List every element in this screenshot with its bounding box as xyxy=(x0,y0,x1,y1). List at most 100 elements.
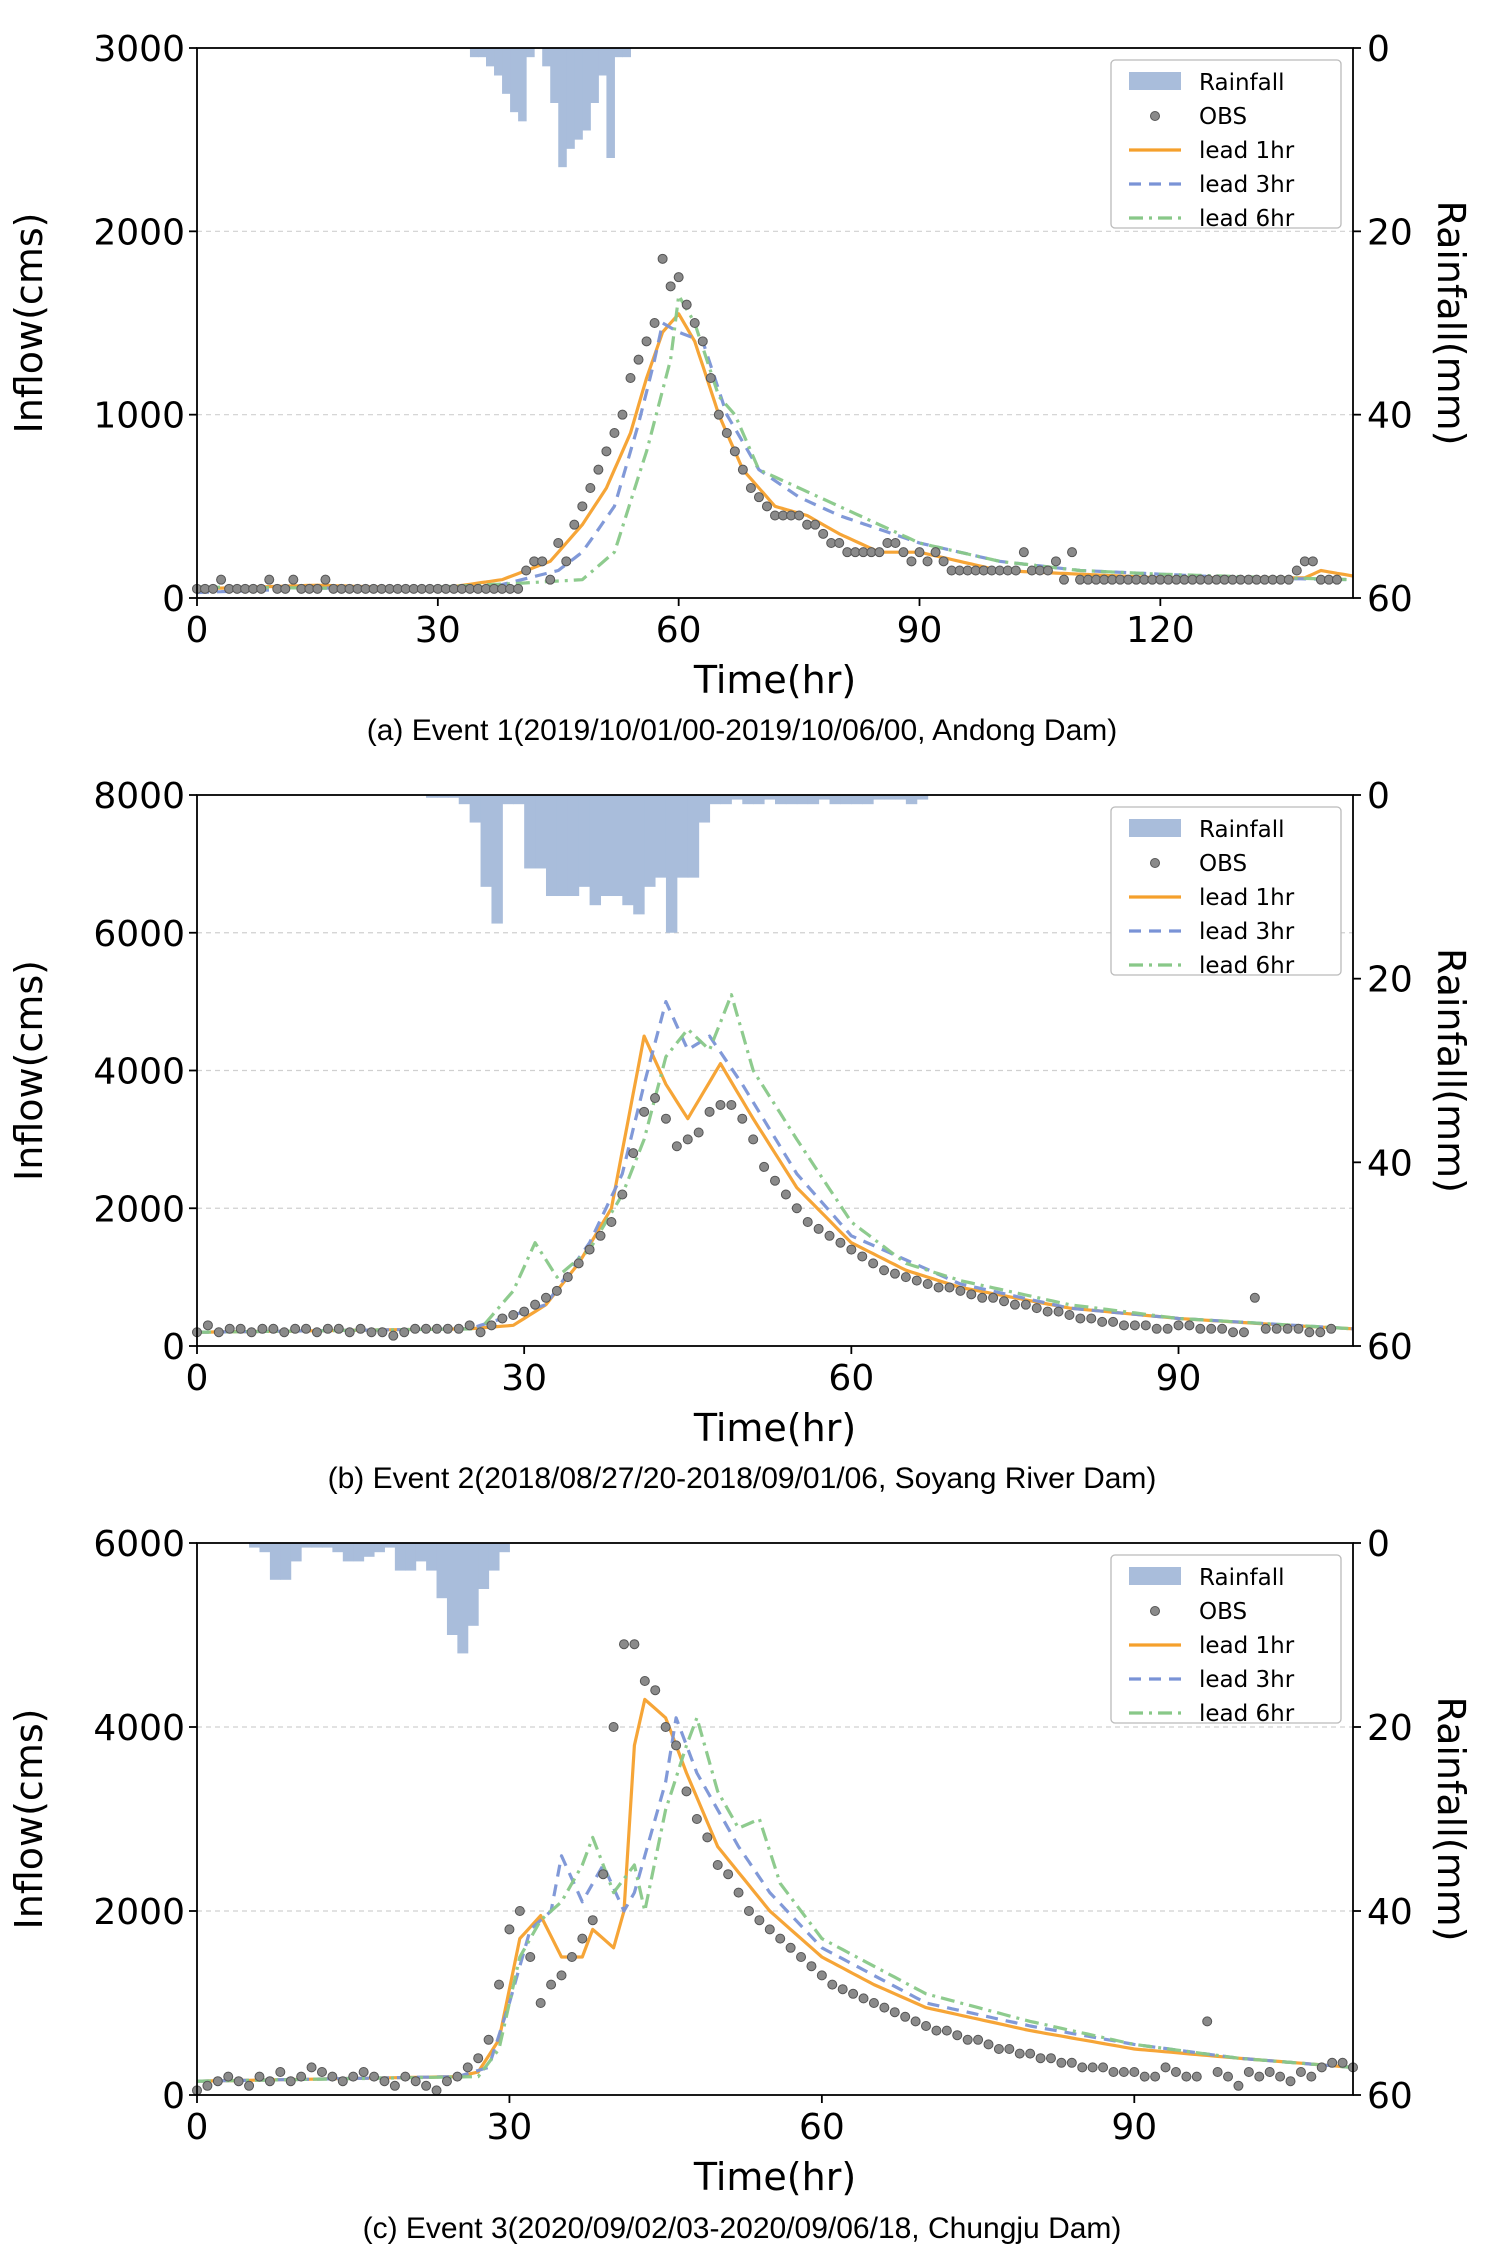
obs-point xyxy=(665,281,676,292)
rainfall-bar xyxy=(614,48,623,58)
rainfall-bar xyxy=(884,795,896,800)
obs-point xyxy=(1238,1327,1249,1338)
obs-point xyxy=(890,538,901,548)
rainfall-bar xyxy=(491,795,503,924)
obs-point xyxy=(673,272,684,283)
x-tick-label: 30 xyxy=(487,2107,533,2148)
obs-point xyxy=(535,1998,546,2008)
rainfall-bar xyxy=(873,795,885,800)
rainfall-bar xyxy=(311,1543,323,1548)
rainfall-bar xyxy=(415,1543,427,1562)
obs-point xyxy=(202,2080,213,2091)
x-tick-label: 30 xyxy=(415,610,461,651)
obs-point xyxy=(216,574,227,585)
rainfall-bar xyxy=(542,48,551,67)
obs-point xyxy=(1293,1323,1304,1334)
y-tick-label: 6000 xyxy=(93,914,185,955)
obs-point xyxy=(1056,2057,1067,2068)
legend: Rainfall OBS lead 1hr lead 3hr lead 6hr xyxy=(1110,1554,1342,1727)
y-axis-title: Inflow(cms) xyxy=(7,960,51,1181)
obs-point xyxy=(794,510,805,521)
obs-point xyxy=(1098,2062,1109,2073)
rainfall-bar xyxy=(249,1543,260,1548)
obs-point xyxy=(1228,1327,1239,1338)
obs-point xyxy=(914,547,925,558)
obs-point xyxy=(537,556,548,567)
obs-point xyxy=(681,299,692,310)
obs-point xyxy=(691,1814,702,1824)
legend-swatch-obs xyxy=(1150,111,1160,121)
rainfall-bar xyxy=(558,48,567,168)
legend-swatch-obs xyxy=(1150,858,1160,868)
obs-point xyxy=(791,1203,802,1214)
obs-point xyxy=(388,1330,399,1341)
rainfall-bar xyxy=(785,795,798,805)
obs-point xyxy=(475,1327,486,1338)
obs-point xyxy=(693,1127,704,1138)
obs-point xyxy=(1045,2053,1056,2064)
legend-label: lead 3hr xyxy=(1199,172,1295,198)
legend-swatch-rainfall xyxy=(1129,819,1181,837)
obs-point xyxy=(377,1327,388,1338)
obs-point xyxy=(316,2067,327,2077)
obs-point xyxy=(911,1275,922,1286)
obs-point xyxy=(874,547,885,558)
rainfall-bar xyxy=(353,1543,365,1562)
obs-point xyxy=(639,1106,650,1117)
legend-box xyxy=(1110,1554,1342,1724)
legend-label: OBS xyxy=(1199,851,1247,877)
obs-point xyxy=(355,1323,366,1334)
obs-point xyxy=(1025,2048,1036,2059)
obs-point xyxy=(1282,1323,1293,1334)
obs-point xyxy=(1139,2071,1150,2082)
legend-label: Rainfall xyxy=(1199,70,1285,96)
x-tick-label: 0 xyxy=(186,1358,209,1399)
y2-tick-label: 0 xyxy=(1367,776,1390,817)
obs-point xyxy=(712,1860,723,1870)
obs-point xyxy=(275,2067,286,2077)
y-axis-title: Inflow(cms) xyxy=(7,1709,51,1930)
legend-label: lead 1hr xyxy=(1199,138,1295,164)
rainfall-bar xyxy=(502,795,514,805)
obs-point xyxy=(1160,2062,1171,2073)
legend-label: lead 6hr xyxy=(1199,953,1295,979)
rainfall-bar xyxy=(510,48,519,113)
obs-point xyxy=(519,1306,530,1317)
obs-point xyxy=(306,2062,317,2073)
obs-point xyxy=(1326,1323,1337,1334)
obs-point xyxy=(1050,556,1061,567)
obs-point xyxy=(671,1141,682,1152)
obs-point xyxy=(208,583,219,594)
obs-point xyxy=(279,1327,290,1338)
chart-panel-1: 0 30 60 90 120 0 1000 2000 3000 0 20 40 60 Time(hr) In… xyxy=(7,29,1473,747)
obs-point xyxy=(513,583,524,594)
rainfall-bar xyxy=(582,48,591,131)
obs-point xyxy=(1066,2057,1077,2068)
rainfall-bar xyxy=(480,795,492,887)
obs-point xyxy=(473,2053,484,2064)
obs-point xyxy=(1260,1323,1271,1334)
obs-point xyxy=(593,464,604,475)
obs-point xyxy=(379,2076,390,2087)
rainfall-bar xyxy=(394,1543,406,1571)
rainfall-bar xyxy=(567,795,580,897)
obs-points xyxy=(192,253,1342,594)
obs-point xyxy=(868,1258,879,1269)
y-axis-title: Inflow(cms) xyxy=(7,213,51,434)
y-tick-label: 1000 xyxy=(93,396,185,437)
obs-point xyxy=(521,565,532,576)
rainfall-bar xyxy=(818,795,831,800)
y2-tick-label: 0 xyxy=(1367,29,1390,70)
y-tick-label: 2000 xyxy=(93,212,185,253)
obs-point xyxy=(442,1323,453,1334)
legend-label: lead 1hr xyxy=(1199,885,1295,911)
obs-point xyxy=(551,1285,562,1296)
obs-point xyxy=(900,2011,911,2022)
obs-point xyxy=(704,1106,715,1117)
obs-point xyxy=(835,1237,846,1248)
obs-point xyxy=(729,446,740,457)
rainfall-bar xyxy=(518,48,527,122)
rainfall-bar xyxy=(436,1543,448,1599)
obs-point xyxy=(898,547,909,558)
